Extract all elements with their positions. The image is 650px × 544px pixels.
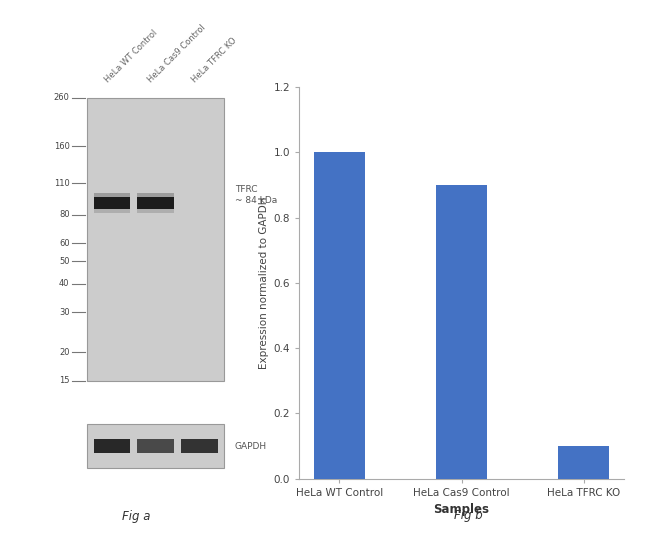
Bar xyxy=(137,193,174,197)
Text: 50: 50 xyxy=(59,257,70,266)
X-axis label: Samples: Samples xyxy=(434,503,489,516)
Y-axis label: Expression normalized to GAPDH: Expression normalized to GAPDH xyxy=(259,196,269,369)
Text: Fig a: Fig a xyxy=(122,510,151,523)
Text: 110: 110 xyxy=(54,179,70,188)
Bar xyxy=(87,424,224,468)
Text: 20: 20 xyxy=(59,348,70,357)
Bar xyxy=(137,438,174,454)
Text: GAPDH: GAPDH xyxy=(235,442,267,450)
Text: HeLa TFRC KO: HeLa TFRC KO xyxy=(190,36,239,84)
Bar xyxy=(558,446,609,479)
Bar xyxy=(94,197,131,209)
Text: 60: 60 xyxy=(59,239,70,248)
Text: Fig b: Fig b xyxy=(454,509,482,522)
Text: 80: 80 xyxy=(59,211,70,219)
Bar xyxy=(87,98,224,381)
Text: 30: 30 xyxy=(59,307,70,317)
Text: 160: 160 xyxy=(54,141,70,151)
Bar xyxy=(94,193,131,197)
Bar xyxy=(314,152,365,479)
Text: 260: 260 xyxy=(54,94,70,102)
Bar xyxy=(137,209,174,213)
Text: 15: 15 xyxy=(59,376,70,385)
Text: 40: 40 xyxy=(59,279,70,288)
Bar xyxy=(94,209,131,213)
Bar xyxy=(94,438,131,454)
Bar xyxy=(436,185,487,479)
Bar xyxy=(137,197,174,209)
Text: HeLa WT Control: HeLa WT Control xyxy=(103,28,159,84)
Bar xyxy=(181,438,218,454)
Text: TFRC
~ 84 kDa: TFRC ~ 84 kDa xyxy=(235,184,277,206)
Text: HeLa Cas9 Control: HeLa Cas9 Control xyxy=(146,23,208,84)
